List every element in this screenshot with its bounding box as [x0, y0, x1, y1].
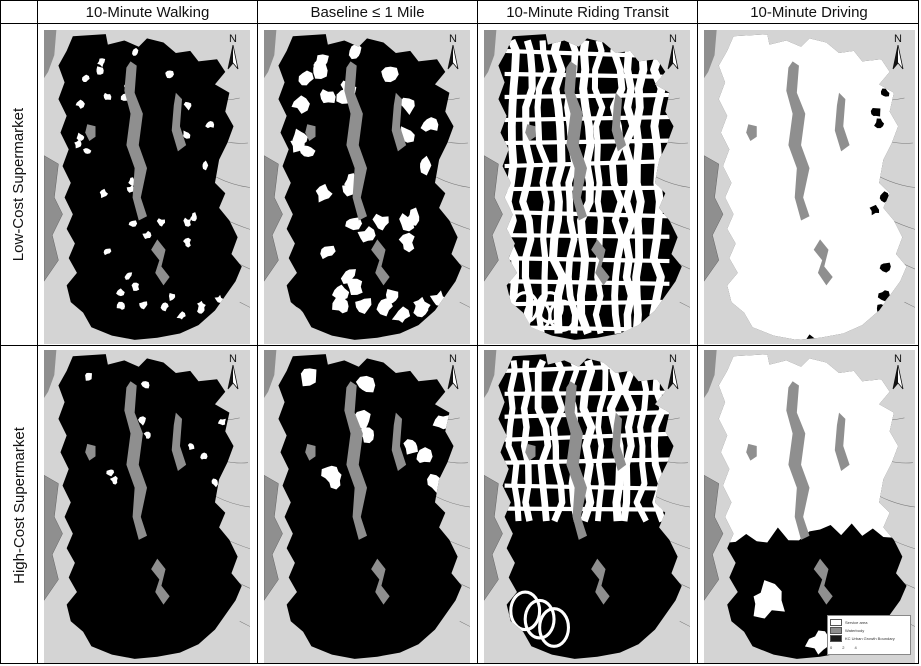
row-header-high-cost-label: High-Cost Supermarket: [10, 426, 28, 584]
north-arrow-icon: N: [664, 354, 682, 394]
map-high-cost-baseline: N: [264, 350, 470, 663]
map-low-cost-baseline: N: [264, 30, 470, 344]
map-low-cost-driving: N: [704, 30, 915, 344]
north-label: N: [449, 353, 457, 365]
column-divider: [697, 1, 698, 663]
legend-swatch: [830, 626, 842, 634]
north-arrow-icon: N: [889, 354, 907, 394]
north-arrow-icon: N: [224, 354, 242, 394]
header-divider: [1, 23, 918, 24]
north-label: N: [669, 33, 677, 45]
column-header-baseline: Baseline ≤ 1 Mile: [310, 4, 425, 21]
north-arrow-icon: N: [444, 34, 462, 74]
map-legend: Service area Waterbody KC Urban Growth Bou…: [827, 615, 911, 655]
map-low-cost-transit: N: [484, 30, 690, 344]
north-arrow-icon: N: [889, 34, 907, 74]
legend-item: Waterbody: [830, 626, 908, 634]
map-low-cost-walking: N: [44, 30, 250, 344]
legend-item: Service area: [830, 618, 908, 626]
column-header-driving: 10-Minute Driving: [750, 4, 868, 21]
column-divider: [257, 1, 258, 663]
north-arrow-icon: N: [224, 34, 242, 74]
row-divider: [1, 345, 918, 346]
map-high-cost-transit: N: [484, 350, 690, 663]
scale-bar: 0 2 4: [830, 645, 908, 650]
legend-label: Waterbody: [845, 627, 865, 633]
legend-swatch: [830, 618, 842, 626]
column-header-transit: 10-Minute Riding Transit: [506, 4, 669, 21]
row-header-low-cost: Low-Cost Supermarket: [1, 24, 37, 345]
row-header-low-cost-label: Low-Cost Supermarket: [10, 107, 28, 262]
row-header-high-cost: High-Cost Supermarket: [1, 346, 37, 664]
legend-item: KC Urban Growth Boundary: [830, 634, 908, 642]
legend-label: KC Urban Growth Boundary: [845, 635, 895, 641]
column-header-walking: 10-Minute Walking: [85, 4, 210, 21]
north-label: N: [894, 353, 902, 365]
north-label: N: [669, 353, 677, 365]
north-label: N: [229, 33, 237, 45]
column-divider: [37, 1, 38, 663]
north-arrow-icon: N: [664, 34, 682, 74]
column-divider: [477, 1, 478, 663]
north-label: N: [894, 33, 902, 45]
scale-tick-label: 4: [854, 645, 857, 650]
scale-tick-label: 2: [842, 645, 845, 650]
north-label: N: [449, 33, 457, 45]
legend-label: Service area: [845, 619, 868, 625]
north-arrow-icon: N: [444, 354, 462, 394]
scale-tick-label: 0: [830, 645, 833, 650]
map-high-cost-walking: N: [44, 350, 250, 663]
north-label: N: [229, 353, 237, 365]
map-high-cost-driving: N Service area Waterbody KC Urban Growth Bo…: [704, 350, 915, 663]
legend-swatch: [830, 634, 842, 642]
